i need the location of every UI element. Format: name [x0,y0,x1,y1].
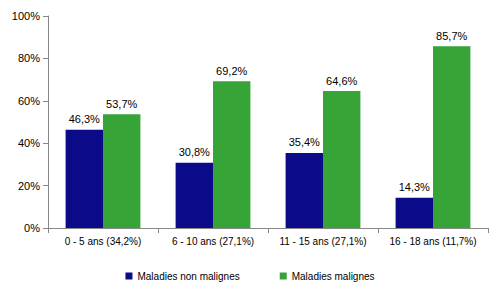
svg-text:11 - 15 ans (27,1%): 11 - 15 ans (27,1%) [279,236,366,247]
svg-text:80%: 80% [18,52,40,64]
svg-text:40%: 40% [18,137,40,149]
svg-text:60%: 60% [18,95,40,107]
svg-text:100%: 100% [12,10,40,22]
svg-text:Maladies non malignes: Maladies non malignes [137,271,239,282]
svg-text:85,7%: 85,7% [436,30,467,42]
svg-text:20%: 20% [18,180,40,192]
svg-text:69,2%: 69,2% [216,65,247,77]
svg-text:0%: 0% [24,222,40,234]
svg-text:53,7%: 53,7% [106,98,137,110]
svg-text:16 - 18 ans (11,7%): 16 - 18 ans (11,7%) [389,236,476,247]
svg-text:14,3%: 14,3% [399,181,430,193]
svg-text:64,6%: 64,6% [326,75,357,87]
svg-text:6 - 10 ans (27,1%): 6 - 10 ans (27,1%) [172,236,254,247]
svg-text:35,4%: 35,4% [289,136,320,148]
svg-text:Maladies malignes: Maladies malignes [292,271,375,282]
svg-text:46,3%: 46,3% [69,113,100,125]
svg-text:30,8%: 30,8% [179,146,210,158]
svg-text:0 - 5 ans (34,2%): 0 - 5 ans (34,2%) [65,236,142,247]
